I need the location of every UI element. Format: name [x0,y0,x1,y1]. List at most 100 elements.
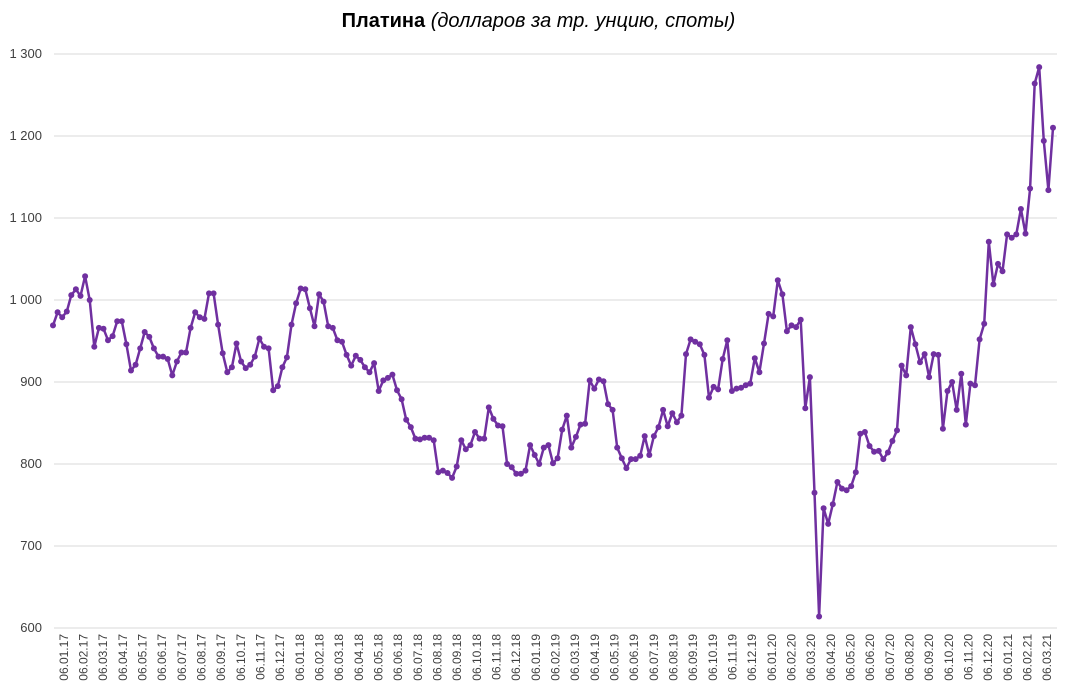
x-tick-label: 06.09.17 [214,634,228,681]
x-tick-label: 06.04.18 [352,634,366,681]
data-point [137,345,144,352]
data-point [77,292,84,299]
data-point [348,362,355,369]
y-tick-label: 1 300 [9,46,42,61]
data-point [274,383,281,390]
data-point [173,358,180,365]
data-point [366,369,373,376]
data-point [857,430,864,437]
data-point [715,386,722,393]
x-tick-label: 06.11.17 [254,634,268,680]
data-point [958,370,965,377]
data-point [91,343,98,350]
data-point [871,448,878,455]
data-point [710,383,717,390]
data-point [797,316,804,323]
x-tick-label: 06.07.19 [647,634,661,681]
data-point [334,337,341,344]
data-point [646,452,653,458]
x-tick-label: 06.01.20 [765,634,779,681]
data-point [508,464,515,471]
data-point [476,435,483,442]
data-point [426,434,433,441]
x-tick-label: 06.07.18 [411,634,425,681]
data-point [495,422,501,429]
data-point [903,372,910,379]
y-tick-label: 1 100 [9,210,42,225]
data-point [403,416,410,423]
data-point [852,469,859,476]
data-point [444,470,451,476]
data-point [820,505,827,512]
data-point [825,520,832,527]
data-point [118,318,125,325]
x-tick-label: 06.03.19 [568,634,582,681]
x-tick-label: 06.06.17 [155,634,169,681]
data-point [210,290,217,297]
data-point [499,423,506,430]
x-tick-label: 06.11.19 [726,634,740,680]
data-point [650,433,657,440]
data-point [609,406,616,413]
data-point [527,442,534,449]
data-point [1008,234,1015,241]
data-point [981,320,988,327]
data-point [453,463,460,470]
data-point [733,385,740,392]
data-point [866,443,873,449]
data-point [687,336,694,343]
data-point [884,449,891,456]
data-point [504,461,511,467]
data-point [462,446,469,453]
data-point [141,329,148,335]
data-point [692,338,699,345]
data-point [279,364,286,371]
data-point [343,351,350,358]
data-point [577,421,584,428]
x-tick-label: 06.12.18 [509,634,523,681]
data-point [485,404,492,411]
x-tick-label: 06.12.19 [745,634,759,681]
x-tick-label: 06.10.17 [234,634,248,681]
data-point [293,300,300,307]
x-tick-label: 06.10.19 [706,634,720,681]
data-point [215,321,222,328]
x-tick-label: 06.12.20 [981,634,995,681]
data-point [95,324,102,331]
data-point [843,487,850,494]
data-point [1036,64,1043,71]
data-point [449,474,456,481]
x-tick-label: 06.04.17 [116,634,130,681]
x-tick-label: 06.04.19 [588,634,602,681]
data-point [513,470,520,477]
data-point [917,359,923,366]
data-point [889,438,896,444]
data-point [105,337,111,344]
data-point [990,281,997,288]
data-point [600,378,607,385]
data-point [251,353,258,360]
data-point [930,351,937,358]
data-point [371,360,378,367]
gridlines [54,53,1057,629]
data-point [921,351,928,358]
data-point [196,314,203,321]
data-point [669,410,676,417]
data-point [407,424,414,431]
data-point [256,335,263,342]
data-point [206,290,212,297]
x-tick-label: 06.08.19 [667,634,681,681]
x-tick-label: 06.07.20 [883,634,897,681]
data-point [329,324,336,331]
data-point [774,277,781,284]
data-point [288,321,295,328]
x-tick-label: 06.02.17 [77,634,91,681]
data-point [72,286,79,293]
data-point [389,371,396,378]
x-axis-tick-labels: 06.01.17 06.02.17 06.03.17 06.04.17 06.05.17… [57,634,1054,681]
data-point [224,369,231,376]
data-point [540,444,547,451]
data-point [201,315,208,322]
data-point [270,387,277,394]
